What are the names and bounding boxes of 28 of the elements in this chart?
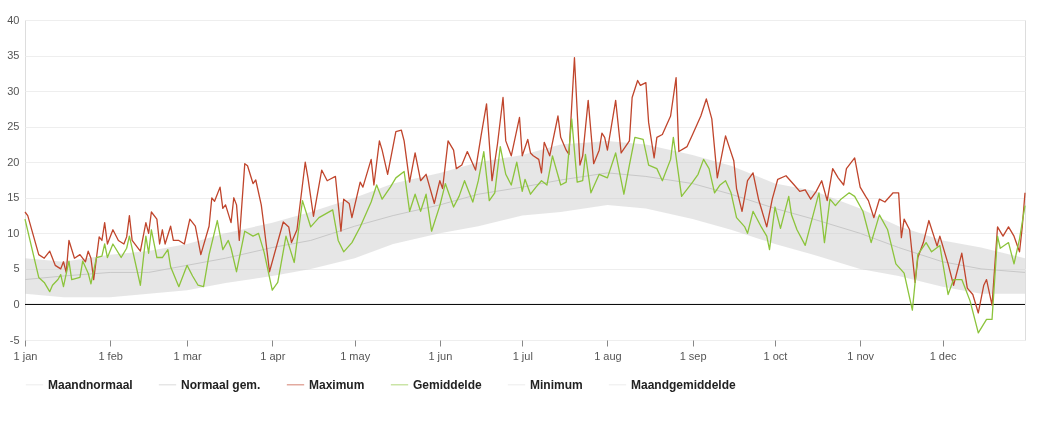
y-tick-label: 25	[7, 120, 20, 133]
legend-label: Normaal gem.	[181, 377, 261, 392]
x-tick-label: 1 jul	[512, 349, 533, 362]
x-tick-label: 1 apr	[260, 349, 286, 362]
x-tick-label: 1 jun	[428, 349, 453, 362]
y-tick-label: 30	[7, 84, 20, 97]
x-tick-label: 1 feb	[98, 349, 123, 362]
x-tick-label: 1 mar	[173, 349, 202, 362]
x-tick-label: 1 oct	[763, 349, 788, 362]
legend-label: Maandgemiddelde	[631, 377, 737, 392]
legend-label: Gemiddelde	[413, 377, 483, 392]
y-tick-label: 20	[7, 155, 20, 168]
x-tick-label: 1 may	[340, 349, 371, 362]
y-tick-label: 0	[13, 297, 20, 310]
y-tick-label: 40	[7, 13, 20, 26]
x-tick-label: 1 nov	[847, 349, 875, 362]
y-tick-label: 10	[7, 226, 20, 239]
x-tick-label: 1 jan	[13, 349, 38, 362]
x-tick-label: 1 aug	[594, 349, 622, 362]
x-tick-label: 1 sep	[679, 349, 707, 362]
y-tick-label: -5	[9, 333, 20, 346]
legend-label: Maximum	[309, 377, 365, 392]
y-tick-label: 35	[7, 49, 20, 62]
y-tick-label: 5	[13, 262, 20, 275]
legend-label: Minimum	[530, 377, 583, 392]
x-tick-label: 1 dec	[929, 349, 958, 362]
y-tick-label: 15	[7, 191, 20, 204]
legend-label: Maandnormaal	[48, 377, 133, 392]
